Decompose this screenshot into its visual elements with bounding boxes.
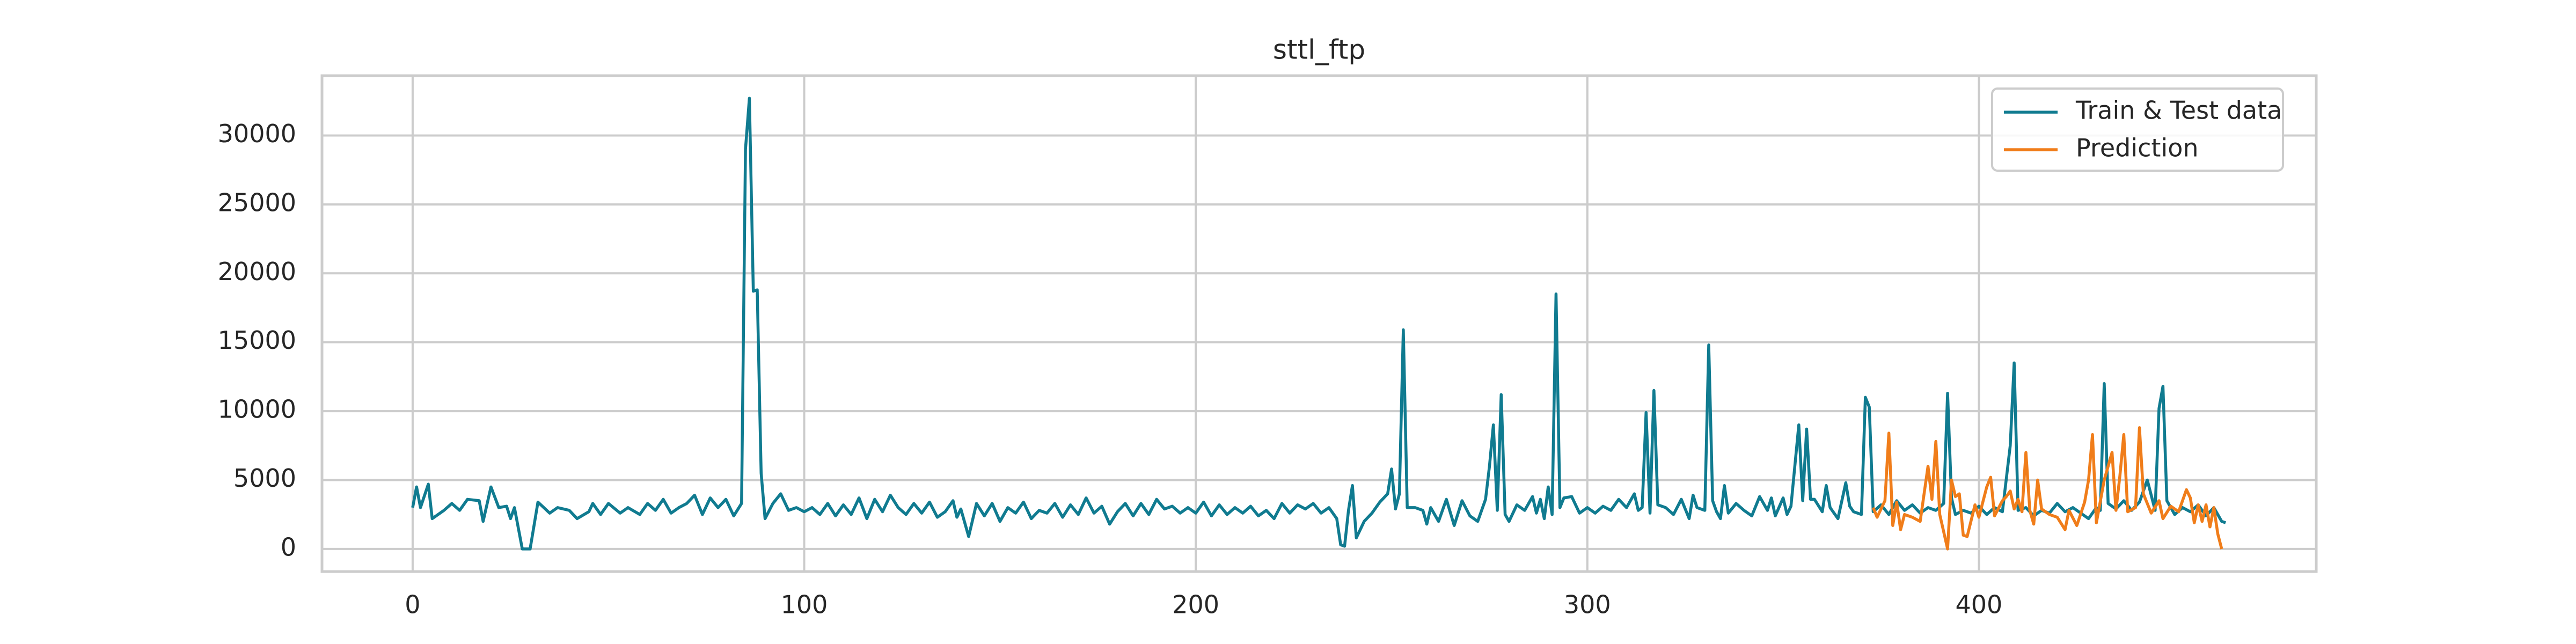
plot-area (322, 76, 2316, 572)
y-tick-label: 30000 (218, 119, 296, 148)
legend-box (1991, 87, 2284, 172)
axes-frame (320, 74, 2318, 573)
y-tick-label: 15000 (218, 326, 296, 355)
x-tick-label: 400 (1956, 590, 2003, 619)
y-tick-label: 25000 (218, 188, 296, 217)
legend-label: Prediction (2076, 134, 2199, 163)
x-tick-label: 0 (405, 590, 420, 619)
legend-label: Train & Test data (2075, 96, 2282, 125)
y-tick-label: 10000 (218, 395, 296, 424)
y-tick-label: 20000 (218, 257, 296, 286)
chart-title: sttl_ftp (1273, 34, 1365, 65)
y-tick-label: 5000 (233, 464, 296, 493)
x-tick-label: 300 (1564, 590, 1611, 619)
x-tick-label: 200 (1172, 590, 1219, 619)
y-tick-label: 0 (281, 532, 296, 561)
data-line (1871, 426, 2223, 551)
x-tick-label: 100 (781, 590, 828, 619)
